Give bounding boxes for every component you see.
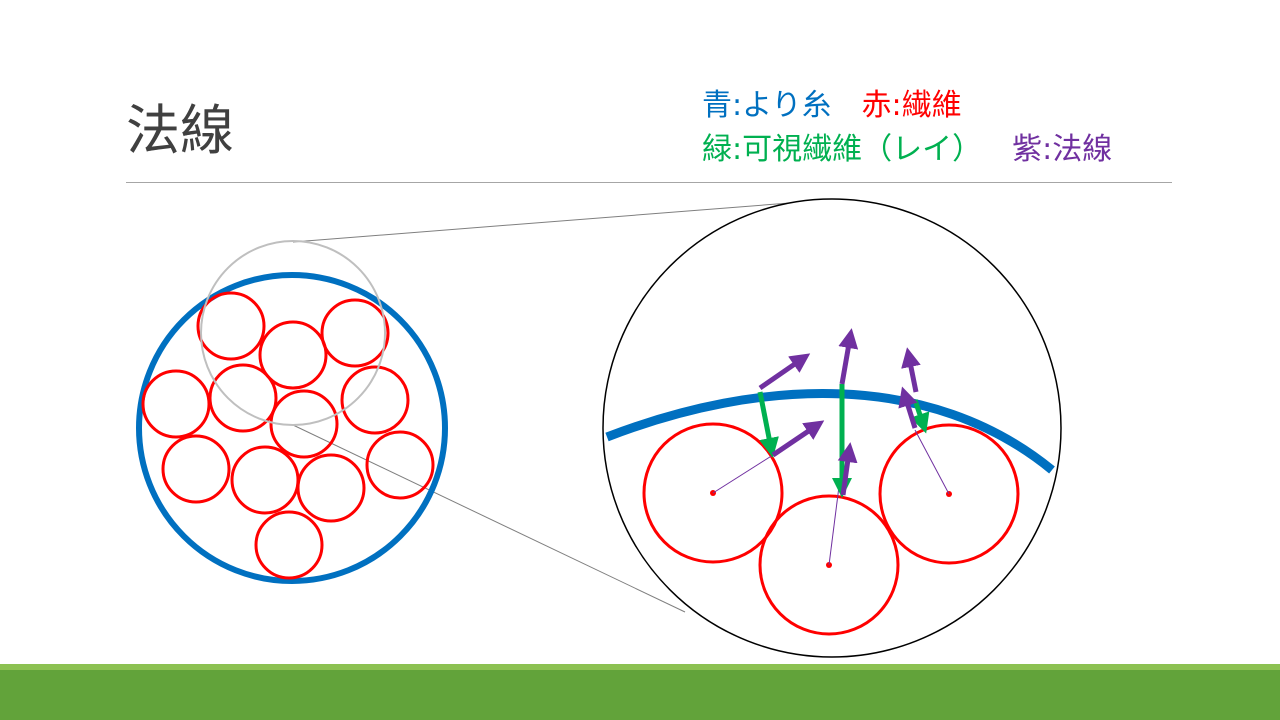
normal-arrow (838, 328, 859, 385)
legend-key-purple: 紫 (1012, 132, 1043, 167)
fiber-circle-large (878, 423, 1020, 565)
fiber-circle (320, 298, 390, 368)
fiber-circle-large (642, 422, 784, 564)
legend-item-green: 緑:可視繊維（レイ） (702, 132, 982, 167)
normal-arrow (837, 442, 858, 496)
legend-row-2: 緑:可視繊維（レイ） 紫:法線 (702, 128, 1112, 172)
legend-separator: : (732, 88, 743, 123)
magnified-view-outline (602, 198, 1062, 658)
zoom-connector-bottom (292, 424, 686, 613)
fiber-circle (269, 389, 339, 459)
fiber-circle (258, 320, 328, 390)
zoom-connector-top (292, 199, 829, 243)
fiber-circle-large (758, 494, 900, 636)
fiber-circle (230, 445, 300, 515)
fiber-circle (365, 430, 435, 500)
yarn-cross-section (136, 240, 448, 584)
color-legend: 青:より糸 赤:繊維 緑:可視繊維（レイ） 紫:法線 (702, 84, 1112, 172)
fiber-circle (340, 365, 410, 435)
fiber-circle (254, 510, 324, 580)
fiber-circle (296, 453, 366, 523)
visible-fiber-ray-arrow (757, 391, 779, 458)
magnified-view (602, 198, 1062, 658)
legend-value-purple: 法線 (1052, 132, 1113, 167)
zoom-region-circle (200, 240, 386, 426)
legend-key-red: 赤 (861, 88, 892, 123)
footer-bar (0, 664, 1280, 720)
legend-separator: : (1042, 132, 1053, 167)
legend-value-red: 繊維 (901, 88, 962, 123)
legend-item-purple: 紫:法線 (1012, 132, 1112, 167)
fiber-circle (196, 291, 266, 361)
legend-key-green: 緑 (702, 132, 732, 167)
slide-title: 法線 (126, 99, 234, 162)
legend-row-1: 青:より糸 赤:繊維 (702, 84, 1112, 128)
legend-item-blue: 青:より糸 (702, 88, 832, 123)
legend-key-blue: 青 (702, 88, 732, 123)
normal-arrow (898, 386, 918, 429)
legend-separator: : (891, 88, 902, 123)
fiber-normal-line (914, 429, 950, 495)
normal-arrow (758, 353, 811, 391)
normal-arrow (901, 347, 921, 393)
fiber-circle (141, 369, 211, 439)
legend-value-blue: より糸 (742, 88, 832, 123)
legend-value-green: 可視繊維（レイ） (742, 132, 983, 167)
legend-item-red: 赤:繊維 (862, 88, 962, 123)
fiber-circle (161, 434, 231, 504)
fiber-normal-line (712, 454, 774, 494)
legend-separator: : (732, 132, 743, 167)
title-divider (126, 182, 1172, 183)
yarn-outline (136, 272, 448, 584)
fiber-circle (208, 363, 278, 433)
normal-arrow (771, 420, 825, 458)
